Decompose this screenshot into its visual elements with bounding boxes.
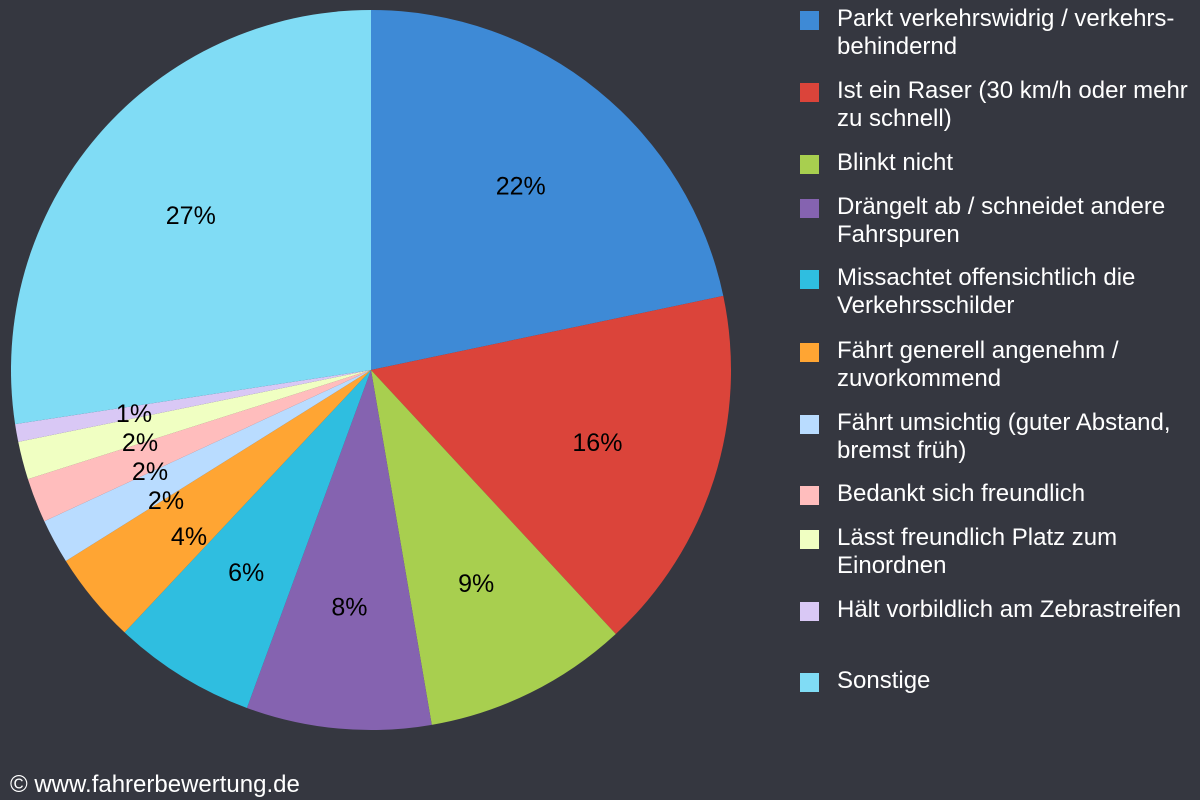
pie-slice <box>44 370 372 561</box>
legend-label: Missachtet offensichtlich die Verkehrssc… <box>837 264 1136 319</box>
slice-label: 2% <box>122 429 158 457</box>
legend-label: Hält vorbildlich am Zebrastreifen <box>837 596 1182 623</box>
legend-item: Blinkt nicht <box>800 149 1190 177</box>
slice-label: 4% <box>171 523 207 551</box>
slice-label: 27% <box>166 202 216 230</box>
legend-swatch <box>800 343 819 362</box>
legend-swatch <box>800 270 819 289</box>
legend-item: Drängelt ab / schneidet andere Fahrspure… <box>800 193 1190 249</box>
slice-label: 2% <box>148 487 184 515</box>
pie-slice <box>371 10 724 370</box>
legend-swatch <box>800 415 819 434</box>
legend-label: Parkt verkehrswidrig / verkehrs-behinder… <box>837 5 1175 60</box>
slice-label: 6% <box>228 559 264 587</box>
pie-slice <box>371 370 616 725</box>
legend-swatch <box>800 530 819 549</box>
legend-item: Fährt generell angenehm / zuvorkommend <box>800 337 1190 393</box>
legend-swatch <box>800 673 819 692</box>
pie-slice <box>371 295 732 634</box>
legend-label: Sonstige <box>837 667 931 694</box>
legend-swatch <box>800 83 819 102</box>
legend-item: Hält vorbildlich am Zebrastreifen <box>800 596 1190 624</box>
legend-swatch <box>800 486 819 505</box>
slice-label: 2% <box>132 458 168 486</box>
slice-label: 16% <box>572 429 622 457</box>
legend-item: Lässt freundlich Platz zum Einordnen <box>800 524 1190 580</box>
legend-label: Bedankt sich freundlich <box>837 480 1086 507</box>
slice-label: 22% <box>496 173 546 201</box>
legend-swatch <box>800 11 819 30</box>
legend-label: Fährt generell angenehm / zuvorkommend <box>837 337 1119 392</box>
copyright-footer: © www.fahrerbewertung.de <box>10 771 300 798</box>
legend-label: Ist ein Raser (30 km/h oder mehr zu schn… <box>837 77 1188 132</box>
legend-label: Drängelt ab / schneidet andere Fahrspure… <box>837 193 1166 248</box>
legend-item: Sonstige <box>800 667 1190 695</box>
legend-label: Lässt freundlich Platz zum Einordnen <box>837 524 1118 579</box>
slice-label: 8% <box>331 594 367 622</box>
pie-slice <box>65 370 372 633</box>
legend-label: Fährt umsichtig (guter Abstand, bremst f… <box>837 409 1171 464</box>
pie-slice <box>18 370 371 480</box>
legend-item: Bedankt sich freundlich <box>800 480 1190 508</box>
slice-label: 9% <box>458 570 494 598</box>
legend-item: Parkt verkehrswidrig / verkehrs-behinder… <box>800 5 1190 61</box>
pie-slice <box>15 370 372 442</box>
pie-slice <box>124 370 371 708</box>
legend-item: Ist ein Raser (30 km/h oder mehr zu schn… <box>800 77 1190 133</box>
pie-slice <box>10 10 372 425</box>
legend-label: Blinkt nicht <box>837 149 954 176</box>
legend-item: Missachtet offensichtlich die Verkehrssc… <box>800 264 1190 320</box>
pie-slice <box>27 370 372 522</box>
pie-slice <box>246 370 432 730</box>
legend-swatch <box>800 602 819 621</box>
slice-label: 1% <box>116 400 152 428</box>
legend-swatch <box>800 155 819 174</box>
pie-chart: 22%16%9%8%6%4%2%2%2%1%27% <box>10 10 732 730</box>
legend-item: Fährt umsichtig (guter Abstand, bremst f… <box>800 409 1190 465</box>
legend-swatch <box>800 199 819 218</box>
